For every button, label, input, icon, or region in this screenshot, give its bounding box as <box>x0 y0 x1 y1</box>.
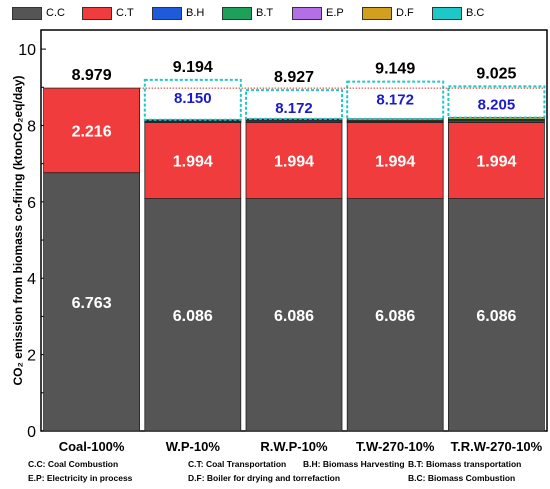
y-tick-label: 10 <box>18 42 36 59</box>
legend-swatch-bc <box>432 6 462 20</box>
legend-item-df: D.F <box>362 4 414 22</box>
bar-label-total: 9.194 <box>173 59 213 76</box>
y-tick-label: 4 <box>27 271 36 288</box>
legend-label-cc: C.C <box>46 7 65 19</box>
bar-label-subtotal: 8.172 <box>275 100 313 117</box>
bar-label-ct: 2.216 <box>72 123 112 140</box>
legend-swatch-cc <box>12 6 42 20</box>
y-tick-label: 2 <box>27 348 36 365</box>
bar-segment-ct <box>144 122 242 199</box>
bar-label-ct: 1.994 <box>476 153 516 170</box>
legend-item-bt: B.T <box>222 4 273 22</box>
footnote-bc: B.C: Biomass Combustion <box>408 473 516 483</box>
bar-label-subtotal: 8.150 <box>174 90 212 107</box>
bar-label-total: 8.979 <box>72 67 112 84</box>
bar-label-total: 9.025 <box>476 65 516 82</box>
legend-swatch-ct <box>82 6 112 20</box>
bar-segment-cc <box>346 198 444 432</box>
bar-label-total: 8.927 <box>274 69 314 86</box>
bar-segment-bc <box>143 78 242 121</box>
bar-label-cc: 6.763 <box>72 295 112 312</box>
legend-label-bt: B.T <box>256 7 274 19</box>
bar-segment-ct <box>245 122 343 199</box>
footnote-bh: B.H: Biomass Harvesting <box>303 459 405 469</box>
y-tick-label: 0 <box>27 424 36 441</box>
legend-swatch-bt <box>222 6 252 20</box>
y-tick-label: 6 <box>27 195 36 212</box>
footnote-bt: B.T: Biomass transportation <box>408 459 522 469</box>
legend-swatch-bh <box>152 6 182 20</box>
bar-segment-cc <box>43 172 140 432</box>
bar-label-ct: 1.994 <box>274 153 314 170</box>
legend-item-cc: C.C <box>12 4 65 22</box>
bar-segment-cc <box>245 198 343 432</box>
legend-swatch-df <box>362 6 392 20</box>
bar-label-cc: 6.086 <box>173 308 213 325</box>
legend-label-bc: B.C <box>466 7 485 19</box>
bar-label-cc: 6.086 <box>375 308 415 325</box>
bar-segment-bc <box>447 85 546 119</box>
bar-label-cc: 6.086 <box>476 308 516 325</box>
legend: C.C C.T B.H B.T E.P D.F B.C <box>0 4 550 26</box>
x-tick-label: T.R.W-270-10% <box>451 439 543 454</box>
x-tick-label: Coal-100% <box>59 439 125 454</box>
bar-label-subtotal: 8.172 <box>376 92 414 109</box>
bar-label-subtotal: 8.205 <box>478 96 516 113</box>
x-tick-label: R.W.P-10% <box>260 439 328 454</box>
x-tick-label: W.P-10% <box>166 439 221 454</box>
footnote-cc: C.C: Coal Combustion <box>28 459 119 469</box>
bar-segment-ct <box>43 87 140 174</box>
bar-label-ct: 1.994 <box>375 153 415 170</box>
legend-label-df: D.F <box>396 7 414 19</box>
legend-item-ep: E.P <box>292 4 344 22</box>
footnote-ep: E.P: Electricity in process <box>28 473 133 483</box>
footnote-ct: C.T: Coal Transportation <box>188 459 287 469</box>
footnote-df: D.F: Boiler for drying and torrefaction <box>188 473 341 483</box>
y-axis-label: CO₂ emission from biomass co-firing (kto… <box>11 75 25 385</box>
bar-label-cc: 6.086 <box>274 308 314 325</box>
legend-label-bh: B.H <box>186 7 205 19</box>
legend-label-ct: C.T <box>116 7 134 19</box>
bar-label-total: 9.149 <box>375 61 415 78</box>
bar-segment-cc <box>447 198 545 432</box>
bar-segment-bc <box>346 80 445 120</box>
bar-segment-cc <box>144 198 242 432</box>
bar-segment-bc <box>245 89 343 120</box>
y-tick-label: 8 <box>27 118 36 135</box>
x-tick-label: T.W-270-10% <box>356 439 435 454</box>
legend-swatch-ep <box>292 6 322 20</box>
legend-item-bc: B.C <box>432 4 484 22</box>
legend-item-ct: C.T <box>82 4 134 22</box>
bar-segment-ct <box>447 122 545 199</box>
legend-label-ep: E.P <box>326 7 344 19</box>
legend-item-bh: B.H <box>152 4 204 22</box>
bar-label-ct: 1.994 <box>173 153 213 170</box>
